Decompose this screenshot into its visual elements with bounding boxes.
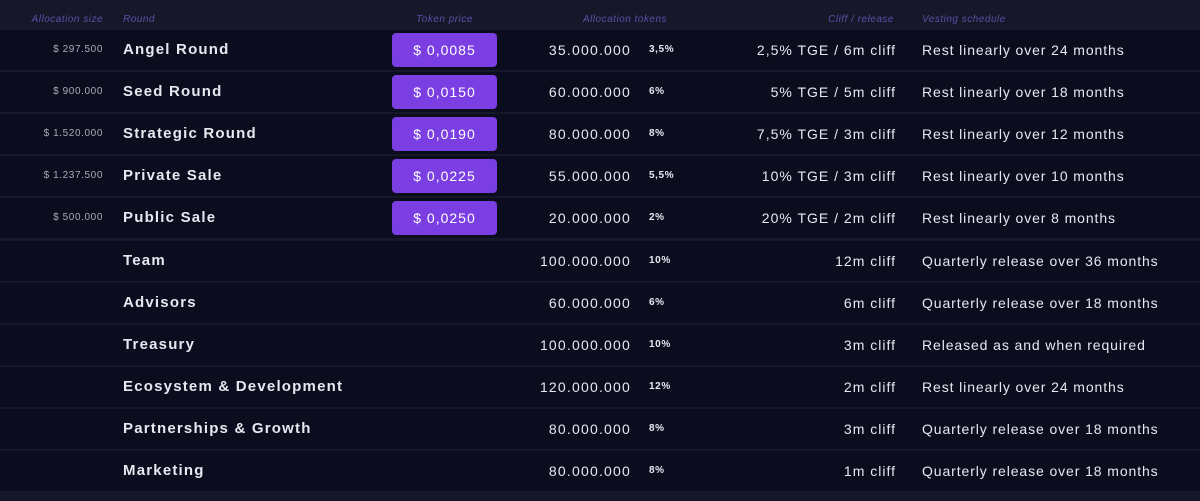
table-row: $ 900.000 Seed Round $ 0,0150 60.000.000 6% 5… bbox=[0, 72, 1200, 113]
allocation-percent: 5,5% bbox=[649, 170, 675, 182]
header-allocation-tokens: Allocation tokens bbox=[582, 14, 668, 25]
round-name: Treasury bbox=[123, 335, 196, 353]
allocation-tokens: 100.000.000 bbox=[539, 252, 631, 269]
header-round: Round bbox=[123, 14, 155, 25]
allocation-percent: 10% bbox=[649, 338, 671, 350]
allocation-size: $ 1.237.500 bbox=[43, 170, 103, 182]
header-cliff: Cliff / release bbox=[828, 14, 894, 25]
vesting-schedule: Quarterly release over 18 months bbox=[922, 294, 1159, 311]
token-price: $ 0,0250 bbox=[392, 201, 497, 236]
allocation-tokens: 80.000.000 bbox=[548, 463, 631, 479]
cliff-release: 12m cliff bbox=[835, 252, 896, 269]
table-row: $ 1.237.500 Private Sale $ 0,0225 55.000.00… bbox=[0, 156, 1200, 197]
cliff-release: 20% TGE / 2m cliff bbox=[761, 210, 896, 227]
cliff-release: 6m cliff bbox=[843, 294, 896, 311]
cliff-release: 2,5% TGE / 6m cliff bbox=[756, 42, 896, 58]
allocation-tokens: 80.000.000 bbox=[548, 126, 631, 143]
allocation-tokens: 55.000.000 bbox=[548, 168, 631, 185]
round-name: Team bbox=[123, 251, 166, 269]
token-price: $ 0,0225 bbox=[392, 159, 497, 194]
round-name: Angel Round bbox=[123, 41, 230, 58]
allocation-size: $ 900.000 bbox=[53, 86, 103, 98]
table-row: Advisors 60.000.000 6% 6m cliff Quarterly re… bbox=[0, 282, 1200, 323]
allocation-percent: 8% bbox=[649, 465, 665, 476]
vesting-schedule: Quarterly release over 18 months bbox=[922, 463, 1159, 479]
table-row: Partnerships & Growth 80.000.000 8% 3m clif… bbox=[0, 408, 1200, 449]
allocation-tokens: 120.000.000 bbox=[539, 378, 631, 395]
allocation-tokens: 35.000.000 bbox=[548, 42, 631, 58]
cliff-release: 5% TGE / 5m cliff bbox=[770, 84, 896, 101]
table-row: Ecosystem & Development 120.000.000 12% 2m … bbox=[0, 366, 1200, 407]
table-row: Team 100.000.000 10% 12m cliff Quarterly rel… bbox=[0, 240, 1200, 281]
token-price: $ 0,0085 bbox=[392, 33, 497, 67]
vesting-schedule: Rest linearly over 8 months bbox=[922, 210, 1116, 227]
vesting-schedule: Rest linearly over 10 months bbox=[922, 168, 1125, 185]
header-token-price: Token price bbox=[416, 14, 473, 25]
cliff-release: 3m cliff bbox=[843, 420, 896, 437]
table-row: $ 1.520.000 Strategic Round $ 0,0190 80.000… bbox=[0, 114, 1200, 155]
cliff-release: 1m cliff bbox=[843, 463, 896, 479]
cliff-release: 7,5% TGE / 3m cliff bbox=[756, 126, 896, 143]
vesting-schedule: Rest linearly over 18 months bbox=[922, 84, 1125, 101]
round-name: Public Sale bbox=[123, 209, 217, 227]
cliff-release: 2m cliff bbox=[843, 378, 896, 395]
cliff-release: 10% TGE / 3m cliff bbox=[761, 168, 896, 185]
allocation-percent: 2% bbox=[649, 212, 665, 224]
table-row: Marketing 80.000.000 8% 1m cliff Quarterly r… bbox=[0, 451, 1200, 491]
allocation-size: $ 1.520.000 bbox=[43, 128, 103, 140]
allocation-size: $ 297.500 bbox=[53, 44, 103, 55]
allocation-percent: 6% bbox=[649, 86, 665, 98]
round-name: Strategic Round bbox=[123, 125, 257, 143]
round-name: Marketing bbox=[123, 462, 205, 479]
round-name: Private Sale bbox=[123, 167, 223, 185]
token-price: $ 0,0190 bbox=[392, 117, 497, 152]
allocation-percent: 12% bbox=[649, 380, 671, 392]
vesting-schedule: Rest linearly over 12 months bbox=[922, 126, 1125, 143]
allocation-percent: 8% bbox=[649, 422, 665, 434]
token-price: $ 0,0150 bbox=[392, 75, 497, 110]
header-vesting: Vesting schedule bbox=[922, 14, 1006, 25]
allocation-percent: 6% bbox=[649, 296, 665, 308]
round-name: Seed Round bbox=[123, 83, 223, 101]
vesting-schedule: Rest linearly over 24 months bbox=[922, 378, 1125, 395]
table-row: $ 500.000 Public Sale $ 0,0250 20.000.000 2%… bbox=[0, 198, 1200, 239]
table-row: $ 297.500 Angel Round $ 0,0085 35.000.000 3,… bbox=[0, 30, 1200, 70]
allocation-tokens: 60.000.000 bbox=[548, 84, 631, 101]
allocation-percent: 3,5% bbox=[649, 44, 675, 55]
vesting-schedule: Quarterly release over 18 months bbox=[922, 420, 1159, 437]
vesting-schedule: Released as and when required bbox=[922, 336, 1146, 353]
allocation-tokens: 80.000.000 bbox=[548, 420, 631, 437]
header-allocation-size: Allocation size bbox=[31, 14, 103, 25]
cliff-release: 3m cliff bbox=[843, 336, 896, 353]
round-name: Ecosystem & Development bbox=[123, 377, 344, 395]
allocation-percent: 10% bbox=[649, 254, 671, 266]
allocation-tokens: 20.000.000 bbox=[548, 210, 631, 227]
round-name: Advisors bbox=[123, 293, 197, 311]
allocation-size: $ 500.000 bbox=[53, 212, 103, 224]
table-row: Treasury 100.000.000 10% 3m cliff Released a… bbox=[0, 324, 1200, 365]
round-name: Partnerships & Growth bbox=[123, 419, 312, 437]
allocation-tokens: 100.000.000 bbox=[539, 336, 631, 353]
allocation-percent: 8% bbox=[649, 128, 665, 140]
vesting-schedule: Rest linearly over 24 months bbox=[922, 42, 1125, 58]
allocation-tokens: 60.000.000 bbox=[548, 294, 631, 311]
vesting-schedule: Quarterly release over 36 months bbox=[922, 252, 1159, 269]
